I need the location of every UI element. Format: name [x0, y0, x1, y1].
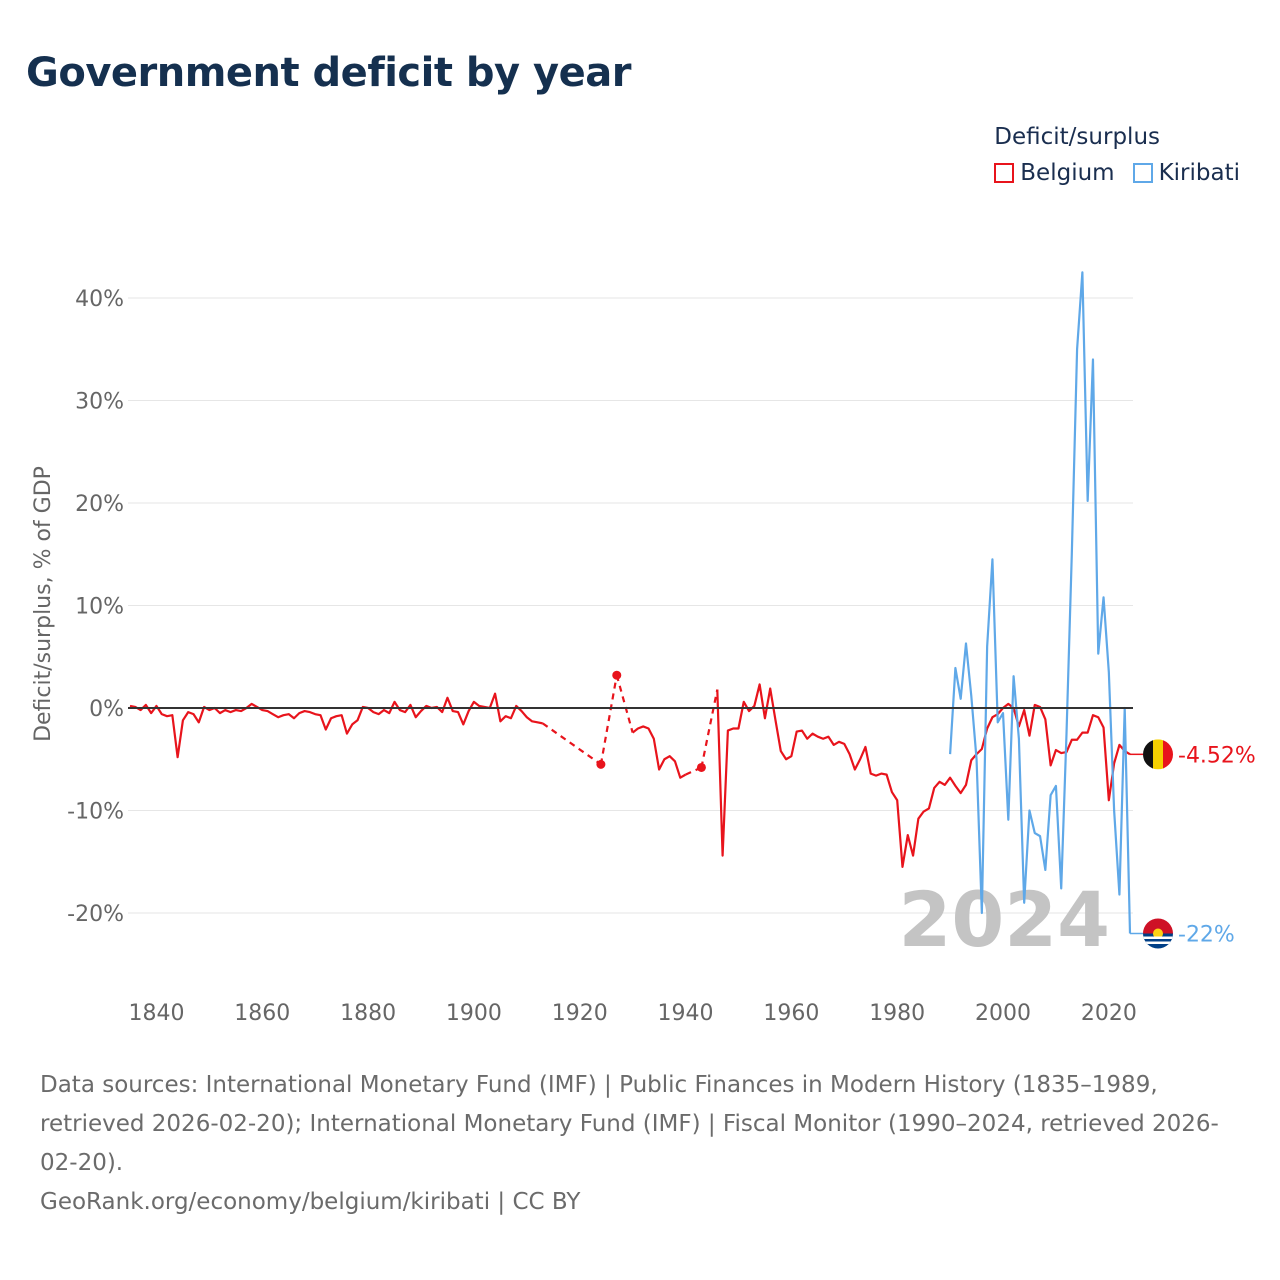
y-tick-label: -20% — [67, 902, 124, 927]
legend-label-kiribati: Kiribati — [1158, 160, 1240, 186]
x-tick-label: 1840 — [128, 1001, 184, 1026]
x-tick-label: 1920 — [552, 1001, 608, 1026]
belgium-flag-icon — [1143, 739, 1173, 770]
legend-swatch-belgium — [994, 163, 1015, 183]
series-line-kiribati — [949, 271, 1132, 934]
series-line-belgium — [716, 683, 1131, 868]
legend-item-belgium[interactable]: Belgium — [994, 160, 1115, 186]
y-tick-label: 10% — [75, 595, 124, 620]
x-tick-label: 1860 — [234, 1001, 290, 1026]
data-sources: Data sources: International Monetary Fun… — [40, 1072, 1219, 1176]
legend-label-belgium: Belgium — [1020, 160, 1115, 186]
series-kiribati — [949, 271, 1132, 934]
series-gap-belgium — [599, 675, 618, 765]
y-axis-label: Deficit/surplus, % of GDP — [31, 466, 56, 742]
series-gap-belgium — [700, 689, 719, 768]
page-title: Government deficit by year — [26, 50, 631, 96]
x-tick-label: 1960 — [763, 1001, 819, 1026]
series-belgium — [129, 670, 1131, 868]
legend-swatch-kiribati — [1132, 163, 1153, 183]
end-label-kiribati: -22% — [1178, 923, 1235, 948]
x-tick-label: 1980 — [869, 1001, 925, 1026]
kiribati-flag-icon — [1143, 918, 1173, 949]
series-gap-belgium — [615, 674, 634, 733]
x-tick-label: 2020 — [1081, 1001, 1137, 1026]
x-tick-label: 1940 — [658, 1001, 714, 1026]
x-tick-label: 1880 — [340, 1001, 396, 1026]
y-tick-label: 20% — [75, 492, 124, 517]
x-tick-label: 2000 — [975, 1001, 1031, 1026]
year-watermark: 2024 — [898, 875, 1110, 964]
footer: Data sources: International Monetary Fun… — [40, 1066, 1240, 1222]
point-marker-belgium — [596, 759, 606, 769]
y-tick-label: 0% — [89, 697, 124, 722]
legend-item-kiribati[interactable]: Kiribati — [1132, 160, 1240, 186]
series-gap-belgium — [542, 722, 602, 766]
y-tick-label: 40% — [75, 287, 124, 312]
point-marker-belgium — [696, 762, 706, 772]
y-tick-label: 30% — [75, 390, 124, 415]
credit-link[interactable]: GeoRank.org/economy/belgium/kiribati | C… — [40, 1189, 581, 1215]
end-label-belgium: -4.52% — [1178, 743, 1256, 768]
x-tick-label: 1900 — [446, 1001, 502, 1026]
series-line-belgium — [129, 692, 543, 759]
series-line-belgium — [631, 725, 687, 779]
deficit-chart: 40% 30% 20% 10% 0% -10% -20% 1840 1860 1880 1900 1… — [31, 271, 1256, 1026]
legend-title: Deficit/surplus — [994, 124, 1160, 150]
point-marker-belgium — [612, 670, 622, 680]
y-tick-label: -10% — [67, 800, 124, 825]
legend: Deficit/surplus Belgium Kiribati — [994, 124, 1240, 186]
